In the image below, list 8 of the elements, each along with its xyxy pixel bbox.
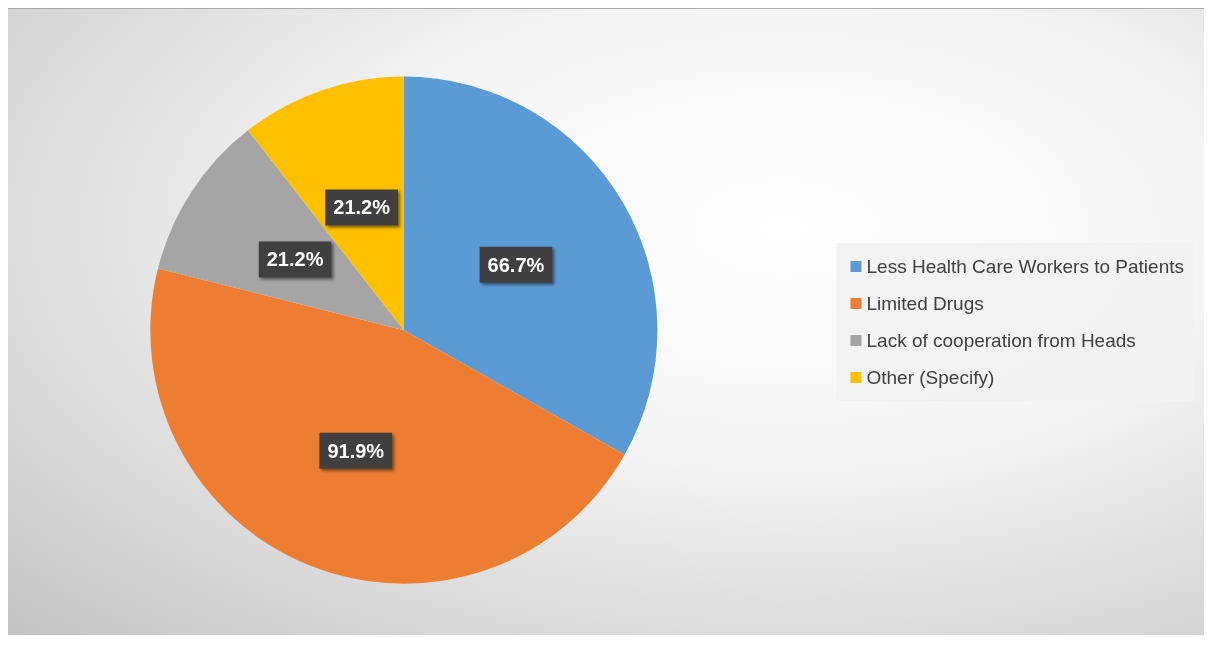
data-label: 66.7%	[487, 253, 545, 276]
legend-label: Lack of cooperation from Heads	[866, 330, 1136, 351]
data-label: 21.2%	[333, 196, 391, 219]
legend-label: Limited Drugs	[866, 293, 984, 314]
legend-label: Less Health Care Workers to Patients	[866, 256, 1185, 277]
data-label: 91.9%	[327, 439, 385, 462]
legend-label: Other (Specify)	[866, 367, 995, 388]
data-label: 21.2%	[266, 248, 324, 271]
